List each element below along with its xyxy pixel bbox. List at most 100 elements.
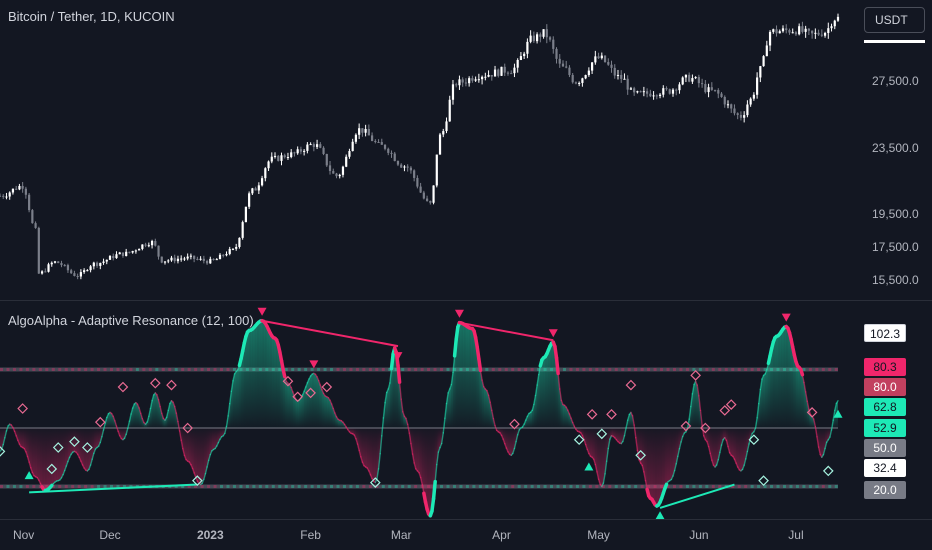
time-tick-label: Feb <box>300 528 321 542</box>
oscillator-line-segment <box>479 369 483 381</box>
bull-fill <box>797 365 800 428</box>
oscillator-line-segment <box>232 373 236 382</box>
candle-body <box>610 64 613 68</box>
bear-fill <box>25 428 28 457</box>
oscillator-line-segment <box>504 442 508 449</box>
oscillator-value-label: 52.9 <box>864 419 906 437</box>
oscillator-line-segment <box>130 407 134 415</box>
price-tick-label: 15,500.0 <box>872 273 919 288</box>
candle-body <box>367 128 370 136</box>
bear-fill <box>80 428 83 465</box>
bear-fill <box>419 428 421 478</box>
bull-fill <box>781 329 783 428</box>
bull-fill <box>328 397 331 428</box>
candle-body <box>458 79 461 86</box>
candle-body <box>309 144 312 146</box>
candle-body <box>785 28 788 31</box>
candle-body <box>548 37 552 40</box>
oscillator-line-segment <box>643 471 647 482</box>
price-chart[interactable] <box>0 0 860 300</box>
bear-fill <box>208 428 211 461</box>
bull-fill <box>173 402 175 428</box>
candle-body <box>241 222 244 238</box>
lower-heat-mark <box>569 485 573 488</box>
candle-body <box>442 131 445 135</box>
bear-fill <box>213 428 216 450</box>
candle-body <box>768 31 772 46</box>
lower-heat-mark <box>491 485 495 488</box>
oscillator-line-segment <box>117 430 121 437</box>
lower-heat-mark <box>556 485 560 488</box>
bear-fill <box>666 428 669 485</box>
candle-body <box>526 41 529 54</box>
oscillator-line-segment <box>140 412 144 420</box>
oscillator-line-segment <box>525 415 529 421</box>
bull-fill <box>134 402 136 428</box>
candle-body <box>325 153 328 166</box>
bull-fill <box>339 420 342 428</box>
bear-fill <box>423 428 426 502</box>
bull-fill <box>794 354 796 428</box>
lower-heat-mark <box>84 485 88 488</box>
pane-divider[interactable] <box>0 300 932 301</box>
bull-fill <box>564 405 567 428</box>
oscillator-line-segment <box>151 394 155 402</box>
oscillator-line-segment <box>707 445 711 455</box>
oscillator-line-segment <box>67 456 71 463</box>
lower-heat-mark <box>6 485 10 488</box>
lower-heat-mark <box>440 485 444 488</box>
bear-fill <box>600 428 602 487</box>
upper-heat-mark <box>640 368 644 371</box>
bear-fill <box>650 428 652 500</box>
oscillator-line-segment <box>128 413 132 422</box>
oscillator-line-segment <box>204 466 208 475</box>
candle-body <box>629 88 633 90</box>
bear-fill <box>67 428 70 462</box>
signal-diamond <box>369 477 381 488</box>
upper-heat-mark <box>103 368 107 371</box>
lower-heat-mark <box>640 485 644 488</box>
candle-body <box>749 98 752 105</box>
bear-fill <box>194 428 196 478</box>
candle-body <box>189 255 192 257</box>
bull-fill <box>325 395 327 428</box>
oscillator-line-segment <box>602 473 606 484</box>
lower-heat-mark <box>692 485 696 488</box>
currency-button[interactable]: USDT <box>864 7 925 33</box>
candle-body <box>199 258 202 260</box>
candle-body <box>694 77 697 79</box>
lower-heat-mark <box>388 485 392 488</box>
bear-fill <box>22 428 25 449</box>
bull-fill <box>548 346 551 428</box>
lower-heat-mark <box>239 485 243 488</box>
lower-heat-mark <box>757 485 761 488</box>
candle-body <box>597 56 600 59</box>
bull-fill <box>768 355 771 428</box>
oscillator-line-segment <box>696 384 700 397</box>
oscillator-line-segment <box>229 390 233 405</box>
candle-body <box>24 188 27 195</box>
upper-heat-mark <box>51 368 55 371</box>
time-axis[interactable]: Nov Dec 2023 Feb Mar Apr May Jun Jul <box>0 520 932 550</box>
candle-body <box>225 253 228 256</box>
oscillator-line-segment <box>405 417 409 425</box>
signal-diamond <box>719 405 731 416</box>
lower-heat-mark <box>394 485 398 488</box>
upper-heat-mark <box>187 368 191 371</box>
lower-heat-mark <box>232 485 236 488</box>
candle-body <box>409 167 413 171</box>
candle-body <box>141 244 144 249</box>
oscillator-chart[interactable] <box>0 301 860 520</box>
bull-fill <box>300 395 303 428</box>
candle-body <box>765 45 768 57</box>
indicator-title[interactable]: AlgoAlpha - Adaptive Resonance (12, 100) <box>8 313 254 328</box>
signal-diamond <box>690 370 701 381</box>
candle-body <box>202 258 205 261</box>
bear-fill <box>732 428 735 460</box>
candle-body <box>277 155 280 161</box>
bull-fill <box>457 322 460 428</box>
symbol-title[interactable]: Bitcoin / Tether, 1D, KUCOIN <box>8 9 175 24</box>
bear-fill <box>55 428 57 483</box>
bear-fill <box>355 428 358 445</box>
oscillator-line-segment <box>175 412 179 423</box>
